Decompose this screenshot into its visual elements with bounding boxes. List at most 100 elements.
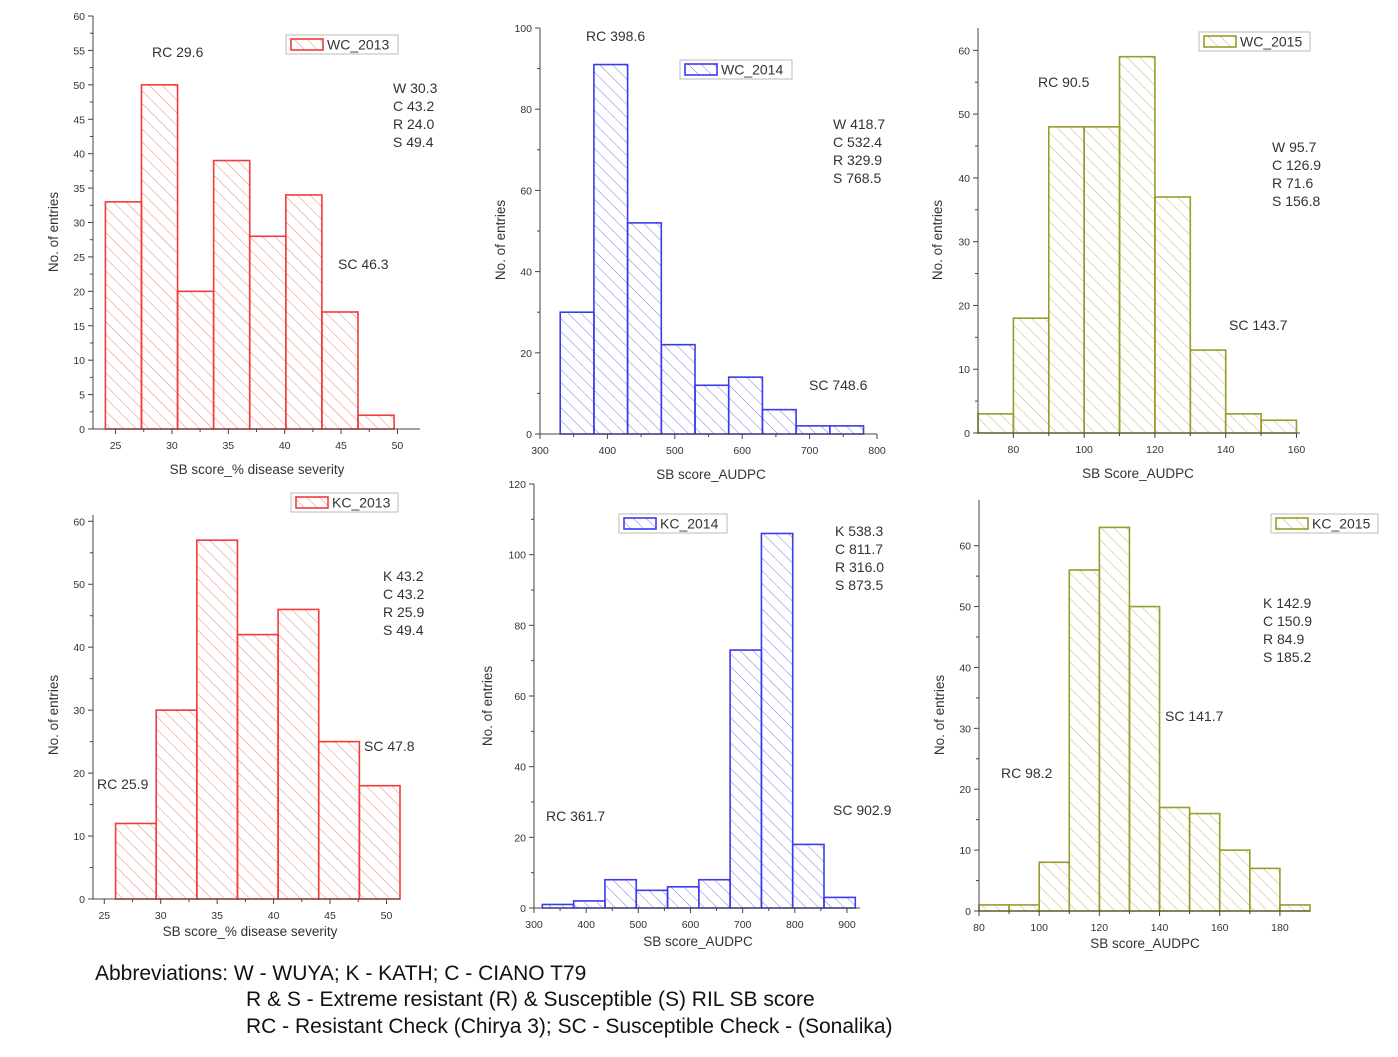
y-tick-label: 20 bbox=[73, 768, 85, 780]
x-tick-label: 500 bbox=[630, 919, 648, 931]
resistant-check-annotation: RC 98.2 bbox=[1001, 765, 1053, 781]
y-tick-label: 20 bbox=[520, 348, 532, 360]
susceptible-check-annotation: SC 748.6 bbox=[809, 377, 868, 393]
susceptible-check-annotation: SC 47.8 bbox=[364, 738, 415, 754]
histogram-bar bbox=[604, 878, 638, 909]
legend: KC_2015 bbox=[1270, 513, 1379, 534]
histogram-bar bbox=[212, 159, 251, 430]
histogram-panel-wc_2014: 300 400 500 600 700 800 0 20 40 60 80 100 SB score_A… bbox=[493, 23, 886, 482]
footer-abbreviations: Abbreviations: W - WUYA; K - KATH; C - C… bbox=[95, 962, 587, 985]
x-tick-label: 160 bbox=[1288, 444, 1306, 456]
histogram-bar bbox=[1154, 196, 1192, 434]
y-tick-label: 40 bbox=[520, 267, 532, 279]
resistant-check-annotation: RC 29.6 bbox=[152, 44, 204, 60]
y-tick-label: 0 bbox=[79, 424, 85, 436]
histogram-bar bbox=[660, 343, 696, 435]
y-tick-label: 50 bbox=[959, 602, 971, 614]
y-tick-label: 60 bbox=[520, 185, 532, 197]
y-tick-label: 30 bbox=[959, 723, 971, 735]
x-tick-label: 100 bbox=[1030, 922, 1048, 934]
parent-stat-annotation: S 768.5 bbox=[833, 170, 881, 186]
histogram-bar bbox=[1188, 812, 1221, 912]
histogram-bar bbox=[1189, 349, 1227, 434]
y-tick-label: 0 bbox=[965, 906, 971, 918]
y-tick-label: 30 bbox=[958, 237, 970, 249]
histogram-bar bbox=[1047, 126, 1085, 434]
y-tick-label: 15 bbox=[73, 321, 85, 333]
parent-stat-annotation: W 30.3 bbox=[393, 80, 438, 96]
histogram-bar bbox=[1158, 806, 1191, 912]
y-axis-label: No. of entries bbox=[46, 675, 61, 756]
x-tick-label: 500 bbox=[666, 445, 684, 457]
histogram-bar bbox=[823, 896, 857, 909]
histogram-bar bbox=[1224, 413, 1262, 434]
histogram-panel-kc_2014: 300 400 500 600 700 800 900 0 20 40 60 80 100 120 SB s… bbox=[480, 479, 892, 949]
y-tick-label: 50 bbox=[73, 80, 85, 92]
x-tick-label: 300 bbox=[525, 919, 543, 931]
y-tick-label: 120 bbox=[508, 479, 526, 491]
x-axis-label: SB score_% disease severity bbox=[170, 462, 345, 477]
histogram-bar bbox=[358, 784, 401, 900]
parent-stat-annotation: R 25.9 bbox=[383, 604, 424, 620]
footer-rs: R & S - Extreme resistant (R) & Suscepti… bbox=[246, 988, 815, 1011]
y-tick-label: 60 bbox=[73, 516, 85, 528]
parent-stat-annotation: K 142.9 bbox=[1263, 595, 1311, 611]
footer-checks: RC - Resistant Check (Chirya 3); SC - Su… bbox=[246, 1015, 893, 1038]
parent-stat-annotation: C 126.9 bbox=[1272, 157, 1321, 173]
parent-stat-annotation: R 84.9 bbox=[1263, 631, 1304, 647]
y-axis-label: No. of entries bbox=[493, 200, 508, 281]
histogram-bar bbox=[694, 384, 730, 435]
histogram-panel-kc_2015: 80 100 120 140 160 180 0 10 20 30 40 50 60 SB score_A… bbox=[932, 500, 1379, 951]
y-tick-label: 25 bbox=[73, 252, 85, 264]
y-tick-label: 60 bbox=[73, 11, 85, 23]
histogram-bar bbox=[541, 903, 575, 909]
x-tick-label: 300 bbox=[531, 445, 549, 457]
x-tick-label: 800 bbox=[786, 919, 804, 931]
legend-swatch bbox=[1275, 517, 1309, 530]
histogram-bar bbox=[176, 290, 215, 430]
resistant-check-annotation: RC 25.9 bbox=[97, 776, 149, 792]
y-axis-label: No. of entries bbox=[480, 666, 495, 747]
y-tick-label: 10 bbox=[73, 831, 85, 843]
x-tick-label: 600 bbox=[733, 445, 751, 457]
histogram-panel-wc_2013: 25 30 35 40 45 50 0 5 10 15 20 25 30 35 40 45 50 55 60 SB s… bbox=[46, 11, 438, 477]
histogram-bar bbox=[1008, 904, 1040, 912]
y-tick-label: 10 bbox=[958, 364, 970, 376]
y-tick-label: 40 bbox=[73, 642, 85, 654]
legend-label: KC_2014 bbox=[660, 516, 719, 532]
y-axis-label: No. of entries bbox=[932, 675, 947, 756]
y-tick-label: 20 bbox=[514, 832, 526, 844]
y-axis-label: No. of entries bbox=[930, 200, 945, 281]
parent-stat-annotation: K 538.3 bbox=[835, 523, 883, 539]
histogram-bar bbox=[635, 889, 669, 909]
histogram-bar bbox=[236, 633, 279, 900]
histogram-bar bbox=[277, 608, 320, 900]
resistant-check-annotation: RC 90.5 bbox=[1038, 74, 1090, 90]
parent-stat-annotation: C 43.2 bbox=[393, 98, 434, 114]
y-tick-label: 100 bbox=[508, 550, 526, 562]
histogram-bar bbox=[114, 822, 158, 900]
histogram-bar bbox=[1083, 126, 1121, 434]
legend-label: WC_2015 bbox=[1240, 34, 1302, 50]
x-tick-label: 35 bbox=[222, 440, 234, 452]
parent-stat-annotation: S 49.4 bbox=[383, 622, 424, 638]
legend: KC_2014 bbox=[618, 513, 728, 534]
x-axis-label: SB score_AUDPC bbox=[656, 467, 766, 482]
x-tick-label: 140 bbox=[1151, 922, 1169, 934]
histogram-bar bbox=[729, 649, 763, 909]
parent-stat-annotation: R 71.6 bbox=[1272, 175, 1313, 191]
x-tick-label: 700 bbox=[734, 919, 752, 931]
x-axis-label: SB Score_AUDPC bbox=[1082, 466, 1194, 481]
parent-stat-annotation: C 150.9 bbox=[1263, 613, 1312, 629]
y-tick-label: 20 bbox=[73, 286, 85, 298]
histogram-bar bbox=[572, 900, 606, 909]
x-tick-label: 30 bbox=[155, 910, 167, 922]
x-tick-label: 120 bbox=[1146, 444, 1164, 456]
x-tick-label: 800 bbox=[868, 445, 886, 457]
histogram-bar bbox=[1249, 867, 1281, 912]
y-tick-label: 50 bbox=[958, 109, 970, 121]
legend-swatch bbox=[295, 496, 329, 509]
y-tick-label: 40 bbox=[959, 662, 971, 674]
legend-swatch bbox=[684, 63, 718, 76]
x-axis-label: SB score_% disease severity bbox=[163, 924, 338, 939]
